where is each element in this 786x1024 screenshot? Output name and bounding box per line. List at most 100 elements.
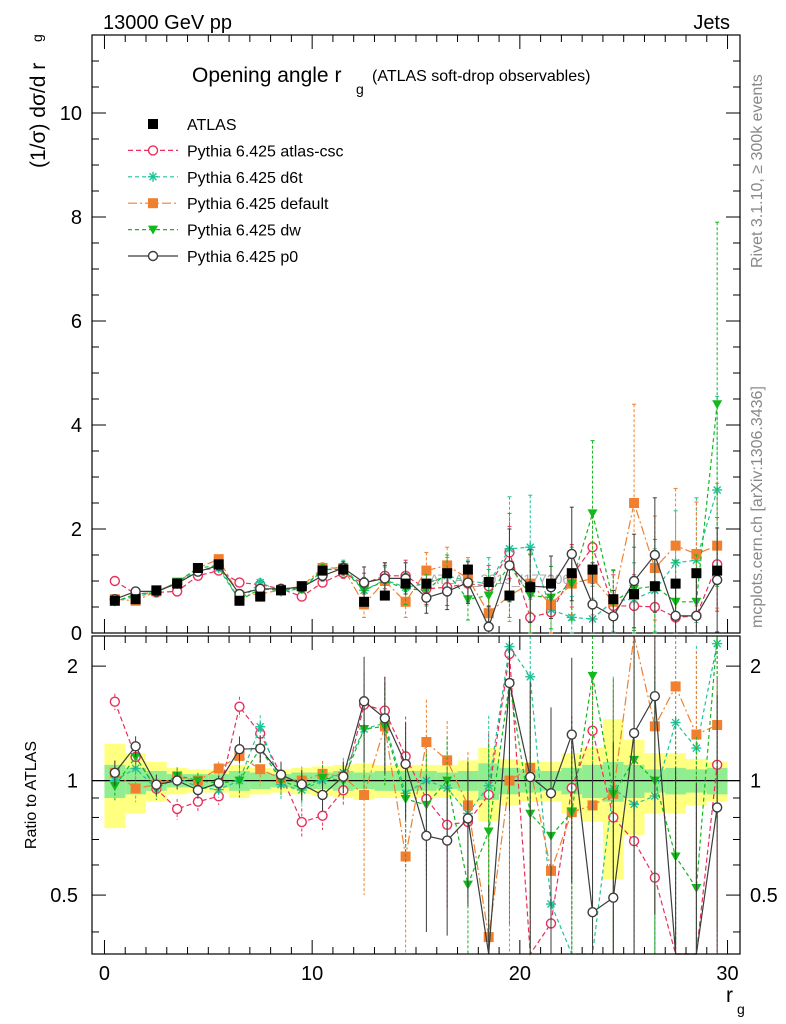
legend-entry: Pythia 6.425 atlas-csc xyxy=(128,143,344,160)
ratio-y-tick-label-right: 1 xyxy=(750,771,761,793)
data-point xyxy=(628,727,640,739)
xlabel-sub: g xyxy=(737,1001,745,1017)
ylabel-main-sub: g xyxy=(29,34,45,42)
title-sub: g xyxy=(356,81,364,97)
legend-entry: Pythia 6.425 default xyxy=(128,196,329,213)
data-point xyxy=(400,578,411,589)
data-point xyxy=(234,776,245,786)
ylabel-ratio: Ratio to ATLAS xyxy=(23,741,40,849)
data-point xyxy=(130,783,141,794)
ratio-y-tick-label-right: 2 xyxy=(750,656,761,678)
data-point xyxy=(649,549,661,561)
data-point xyxy=(587,509,598,519)
ratio-series-5 xyxy=(109,636,723,955)
ratio-data-layer xyxy=(109,635,723,956)
data-point xyxy=(296,779,307,790)
data-point xyxy=(421,737,432,748)
data-point xyxy=(400,758,411,770)
data-point xyxy=(234,595,245,606)
data-point xyxy=(525,771,536,783)
main-data-layer xyxy=(109,221,723,634)
x-tick-label: 10 xyxy=(301,963,323,985)
data-point xyxy=(608,892,619,903)
data-point xyxy=(109,575,121,587)
data-point xyxy=(441,586,453,597)
legend-label: Pythia 6.425 d6t xyxy=(187,170,303,187)
legend-entry: ATLAS xyxy=(148,117,237,134)
y-tick-label: 6 xyxy=(71,311,82,333)
data-point xyxy=(255,764,266,775)
data-point xyxy=(147,250,159,262)
data-point xyxy=(130,752,141,762)
data-point xyxy=(525,671,536,682)
legend-entry: Pythia 6.425 d6t xyxy=(128,170,303,187)
data-point xyxy=(213,554,224,565)
data-point xyxy=(712,565,723,576)
main-axis-ticks: 0 2 4 6 8 10 xyxy=(60,35,740,645)
data-point xyxy=(317,789,328,801)
series-line xyxy=(114,500,718,615)
data-point xyxy=(711,574,723,586)
data-point xyxy=(109,782,120,792)
data-point xyxy=(213,777,224,789)
x-tick-label: 30 xyxy=(716,963,738,985)
data-point xyxy=(296,816,307,828)
data-point xyxy=(148,171,158,182)
data-point xyxy=(587,599,598,610)
data-point xyxy=(691,568,702,579)
data-point xyxy=(317,565,328,576)
data-point xyxy=(359,789,370,800)
legend-label: Pythia 6.425 p0 xyxy=(187,249,298,266)
data-point xyxy=(462,813,474,824)
data-point xyxy=(338,771,349,782)
data-point xyxy=(213,763,224,774)
data-point xyxy=(213,559,224,570)
data-point xyxy=(566,548,577,560)
y-tick-label: 4 xyxy=(71,415,82,437)
title-extra: (ATLAS soft-drop observables) xyxy=(372,68,590,85)
data-point xyxy=(151,585,162,596)
ratio-panel: 0.5 0.5 1 1 2 2 Ratio to ATLAS xyxy=(23,635,778,956)
data-point xyxy=(151,779,162,790)
data-point xyxy=(670,578,681,589)
ratio-y-tick-label: 2 xyxy=(67,656,78,678)
data-point xyxy=(608,611,619,622)
legend: ATLAS Pythia 6.425 atlas-csc Pythia 6.425 … xyxy=(128,117,344,266)
y-tick-label: 10 xyxy=(60,103,82,125)
rivet-label: Rivet 3.1.10, ≥ 300k events xyxy=(749,74,766,268)
data-point xyxy=(566,729,577,740)
data-point xyxy=(587,671,598,681)
data-point xyxy=(359,596,370,607)
data-point xyxy=(546,578,556,589)
data-point xyxy=(421,565,432,576)
ylabel-main: (1/σ) dσ/d r xyxy=(27,63,50,168)
data-point xyxy=(670,610,681,622)
data-point xyxy=(171,775,183,786)
data-point xyxy=(192,776,203,786)
data-point xyxy=(711,802,723,813)
y-tick-label: 2 xyxy=(71,519,82,541)
data-point xyxy=(504,590,515,601)
title-main: Opening angle r xyxy=(192,64,341,87)
header-left: 13000 GeV pp xyxy=(103,12,232,34)
data-point xyxy=(483,621,494,632)
data-point xyxy=(192,784,204,796)
legend-label: Pythia 6.425 atlas-csc xyxy=(187,143,344,160)
ratio-axis-ticks: 0.5 0.5 1 1 2 2 xyxy=(50,636,778,954)
data-point xyxy=(234,743,245,755)
data-point xyxy=(483,827,494,837)
data-point xyxy=(649,581,660,592)
data-point xyxy=(109,767,121,778)
data-point xyxy=(255,743,266,754)
data-point xyxy=(691,548,702,559)
data-point xyxy=(712,400,723,410)
data-point xyxy=(400,596,411,607)
data-point xyxy=(628,575,640,587)
data-point xyxy=(691,729,702,740)
data-point xyxy=(109,595,120,606)
data-point xyxy=(566,568,577,579)
data-point xyxy=(171,803,183,815)
data-point xyxy=(587,564,598,575)
